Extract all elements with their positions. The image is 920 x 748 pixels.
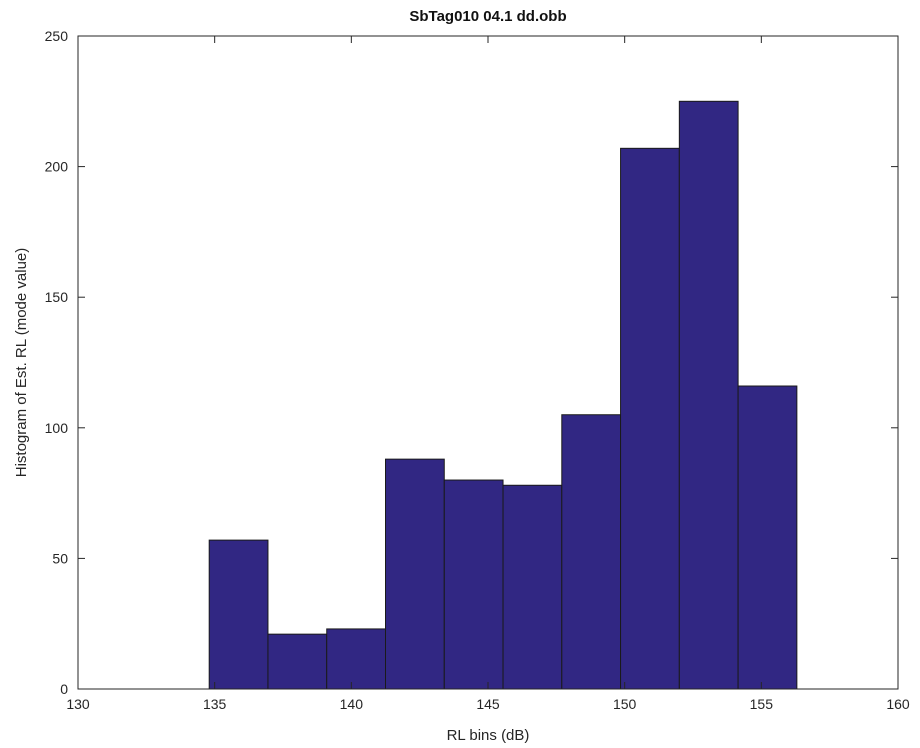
histogram-bar xyxy=(208,539,269,690)
x-tick-label: 145 xyxy=(476,696,500,712)
x-tick-label: 140 xyxy=(340,696,364,712)
y-tick-label: 100 xyxy=(45,420,69,436)
y-axis-label: Histogram of Est. RL (mode value) xyxy=(13,248,30,478)
x-tick-label: 130 xyxy=(66,696,90,712)
histogram-bar xyxy=(267,633,328,690)
y-axis-ticks: 0 50 100 150 200 250 xyxy=(45,28,898,697)
x-tick-label: 135 xyxy=(203,696,227,712)
y-tick-label: 50 xyxy=(52,550,68,566)
x-tick-label: 160 xyxy=(886,696,910,712)
histogram-bar xyxy=(678,100,739,690)
histogram-bar xyxy=(561,414,622,690)
x-tick-label: 155 xyxy=(750,696,774,712)
bars-group xyxy=(208,100,798,690)
y-tick-label: 250 xyxy=(45,28,69,44)
y-tick-label: 200 xyxy=(45,159,69,175)
histogram-bar xyxy=(443,479,504,690)
histogram-bar xyxy=(620,147,680,690)
chart-title: SbTag010 04.1 dd.obb xyxy=(409,8,566,25)
histogram-bar xyxy=(737,385,798,690)
x-axis-ticks: 130 135 140 145 150 155 160 xyxy=(66,36,910,712)
histogram-bar xyxy=(385,458,445,690)
y-tick-label: 0 xyxy=(60,681,68,697)
histogram-bar xyxy=(502,484,563,690)
y-tick-label: 150 xyxy=(45,289,69,305)
x-tick-label: 150 xyxy=(613,696,637,712)
histogram-bar xyxy=(326,628,387,690)
x-axis-label: RL bins (dB) xyxy=(447,727,530,744)
